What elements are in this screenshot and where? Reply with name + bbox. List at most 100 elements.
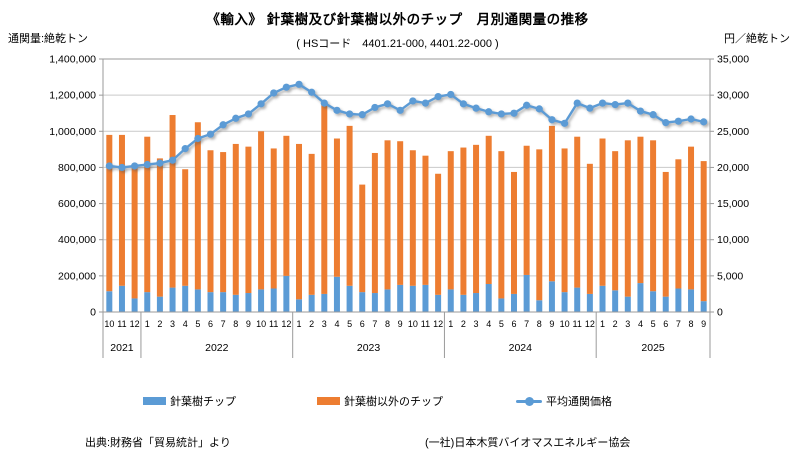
month-tick-label: 1 bbox=[297, 319, 302, 329]
left-axis-tick-label: 1,000,000 bbox=[49, 126, 96, 138]
bar-softwood-chip bbox=[258, 289, 265, 312]
bar-softwood-chip bbox=[650, 291, 657, 312]
month-tick-label: 12 bbox=[585, 319, 595, 329]
month-tick-label: 3 bbox=[322, 319, 327, 329]
bar-softwood-chip bbox=[485, 283, 492, 312]
price-marker bbox=[181, 145, 189, 153]
bar-softwood-chip bbox=[435, 294, 442, 312]
price-marker bbox=[345, 110, 354, 118]
price-marker bbox=[459, 100, 468, 108]
chart-title: 《輸入》 針葉樹及び針葉樹以外のチップ 月別通関量の推移 bbox=[206, 12, 589, 27]
price-marker bbox=[434, 92, 442, 101]
bar-other-chip bbox=[169, 115, 176, 288]
bar-other-chip bbox=[548, 125, 555, 282]
price-marker bbox=[611, 100, 619, 109]
year-tick-label: 2022 bbox=[205, 342, 229, 354]
bar-other-chip bbox=[245, 146, 252, 294]
bar-softwood-chip bbox=[194, 289, 201, 312]
price-marker bbox=[282, 83, 290, 91]
price-line-legend-swatch bbox=[516, 395, 542, 407]
month-tick-label: 2 bbox=[613, 319, 618, 329]
bar-softwood-chip bbox=[131, 298, 138, 312]
month-tick-label: 12 bbox=[130, 319, 140, 329]
organization-credit: (一社)日本木質バイオマスエネルギー協会 bbox=[425, 437, 631, 449]
bar-other-chip bbox=[498, 151, 505, 299]
bar-softwood-chip bbox=[182, 285, 189, 312]
month-tick-label: 5 bbox=[651, 319, 656, 329]
bar-other-chip bbox=[536, 149, 543, 301]
bar-softwood-chip bbox=[675, 288, 682, 312]
price-marker bbox=[396, 106, 404, 114]
bar-softwood-chip bbox=[612, 290, 619, 312]
bar-other-chip bbox=[422, 155, 429, 285]
month-tick-label: 9 bbox=[701, 319, 706, 329]
bar-other-chip bbox=[308, 153, 315, 295]
month-tick-label: 2 bbox=[157, 319, 162, 329]
right-axis-tick-label: 15,000 bbox=[717, 198, 749, 210]
price-marker bbox=[131, 162, 139, 170]
bar-other-chip bbox=[156, 158, 163, 297]
month-tick-label: 9 bbox=[398, 319, 403, 329]
bar-softwood-chip bbox=[283, 275, 290, 312]
month-tick-label: 1 bbox=[448, 319, 453, 329]
bar-other-chip bbox=[384, 140, 391, 290]
bar-softwood-chip bbox=[144, 292, 151, 312]
bar-other-chip bbox=[118, 134, 125, 286]
month-tick-label: 4 bbox=[183, 319, 188, 329]
year-tick-label: 2025 bbox=[641, 342, 665, 354]
legend-item-other: 針葉樹以外のチップ bbox=[317, 393, 443, 409]
bar-other-chip bbox=[599, 138, 606, 286]
bar-softwood-chip bbox=[118, 285, 125, 312]
month-tick-label: 10 bbox=[104, 319, 114, 329]
bar-softwood-chip bbox=[359, 292, 366, 312]
bar-softwood-chip bbox=[536, 300, 543, 312]
bar-other-chip bbox=[296, 143, 303, 300]
bar-softwood-chip bbox=[548, 281, 555, 312]
bar-softwood-chip bbox=[270, 288, 277, 312]
price-marker bbox=[636, 107, 645, 115]
bar-other-chip bbox=[207, 150, 214, 293]
bar-softwood-chip bbox=[561, 292, 568, 312]
month-tick-label: 7 bbox=[524, 319, 529, 329]
bar-other-chip bbox=[688, 146, 695, 290]
price-marker bbox=[194, 134, 202, 143]
month-tick-label: 8 bbox=[689, 319, 694, 329]
price-marker bbox=[485, 108, 493, 116]
bar-softwood-chip bbox=[169, 287, 176, 312]
price-marker bbox=[472, 104, 480, 112]
price-marker bbox=[105, 162, 113, 170]
bar-other-chip bbox=[460, 147, 467, 295]
bar-softwood-chip bbox=[473, 293, 480, 312]
month-tick-label: 5 bbox=[499, 319, 504, 329]
left-axis-unit-label: 通関量:絶乾トン bbox=[8, 33, 89, 45]
bar-softwood-chip bbox=[371, 293, 378, 312]
price-marker bbox=[586, 104, 594, 112]
bar-softwood-chip bbox=[308, 294, 315, 312]
bar-other-chip bbox=[624, 140, 631, 297]
right-axis-tick-label: 30,000 bbox=[717, 90, 749, 102]
bar-softwood-chip bbox=[333, 276, 340, 312]
price-marker bbox=[674, 117, 682, 125]
bar-softwood-chip bbox=[498, 298, 505, 312]
month-tick-label: 5 bbox=[347, 319, 352, 329]
month-tick-label: 7 bbox=[676, 319, 681, 329]
plot-border bbox=[102, 58, 711, 313]
month-tick-label: 9 bbox=[246, 319, 251, 329]
right-axis-tick-label: 20,000 bbox=[717, 162, 749, 174]
price-marker bbox=[573, 99, 581, 107]
price-marker bbox=[421, 99, 430, 107]
price-marker bbox=[535, 105, 543, 113]
price-marker bbox=[118, 163, 126, 172]
price-marker bbox=[383, 100, 392, 108]
bar-softwood-chip bbox=[220, 292, 227, 312]
bar-other-chip bbox=[258, 131, 265, 290]
other-chips-legend-label: 針葉樹以外のチップ bbox=[344, 396, 443, 408]
right-axis-tick-label: 10,000 bbox=[717, 234, 749, 246]
bar-other-chip bbox=[220, 152, 227, 293]
legend-item-price: 平均通関価格 bbox=[516, 393, 612, 409]
bar-other-chip bbox=[321, 101, 328, 294]
bar-other-chip bbox=[586, 163, 593, 294]
price-marker bbox=[447, 90, 455, 99]
month-tick-label: 11 bbox=[421, 319, 430, 329]
